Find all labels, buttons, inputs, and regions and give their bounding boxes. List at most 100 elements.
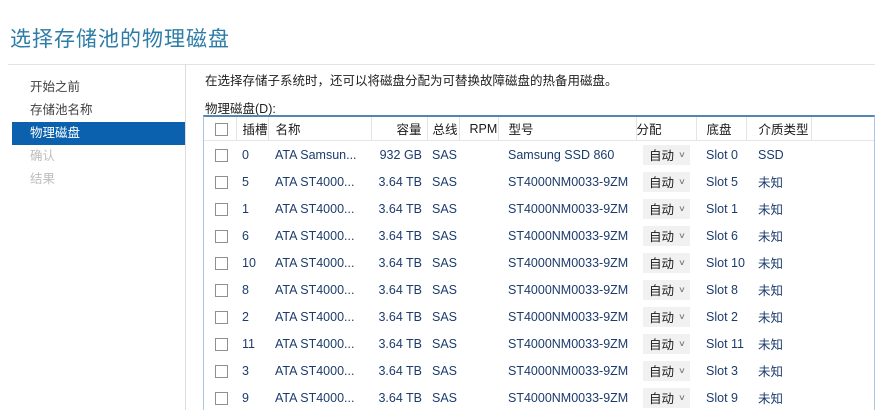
- chevron-down-icon: ∨: [678, 257, 686, 267]
- bus-cell: SAS: [432, 390, 458, 405]
- media-type-cell: 未知: [758, 338, 784, 352]
- row-checkbox[interactable]: [215, 229, 228, 243]
- row-spacer: [811, 249, 874, 276]
- allocation-dropdown[interactable]: 自动 ∨: [643, 306, 690, 327]
- title-divider: [8, 64, 875, 65]
- row-checkbox-cell: [204, 357, 236, 384]
- page-title: 选择存储池的物理磁盘: [10, 28, 230, 52]
- table-row: 2 ATA ST4000... 3.64 TB SAS ST4000NM0033…: [204, 303, 874, 330]
- slot-cell: 5: [242, 174, 249, 189]
- allocation-cell: 自动 ∨: [636, 168, 696, 195]
- media-type-cell: 未知: [758, 230, 784, 244]
- allocation-dropdown[interactable]: 自动 ∨: [643, 279, 690, 300]
- bus-cell: SAS: [432, 147, 458, 162]
- column-header-rpm[interactable]: RPM: [459, 117, 499, 141]
- row-checkbox[interactable]: [215, 310, 228, 324]
- sidebar-item-3: 确认: [30, 149, 56, 163]
- name-cell: ATA ST4000...: [275, 363, 355, 378]
- row-checkbox[interactable]: [215, 256, 228, 270]
- allocation-cell: 自动 ∨: [636, 276, 696, 303]
- row-checkbox[interactable]: [215, 364, 228, 378]
- media-type-cell: 未知: [758, 176, 784, 190]
- disk-table-body: 0 ATA Samsun... 932 GB SAS Samsung SSD 8…: [204, 141, 874, 410]
- name-cell: ATA ST4000...: [275, 309, 355, 324]
- table-row: 1 ATA ST4000... 3.64 TB SAS ST4000NM0033…: [204, 195, 874, 222]
- media-type-cell: SSD: [758, 147, 784, 162]
- select-all-header-cell: [204, 117, 237, 141]
- chevron-down-icon: ∨: [678, 311, 686, 321]
- chassis-cell: Slot 11: [706, 336, 744, 351]
- sidebar-item-2[interactable]: 物理磁盘: [12, 122, 185, 145]
- column-header-chassis[interactable]: 底盘: [696, 117, 747, 141]
- media-type-cell: 未知: [758, 203, 784, 217]
- capacity-cell: 3.64 TB: [378, 174, 422, 189]
- capacity-cell: 3.64 TB: [378, 336, 422, 351]
- chevron-down-icon: ∨: [678, 392, 686, 402]
- allocation-value: 自动: [649, 149, 675, 163]
- column-header-slot[interactable]: 插槽: [236, 117, 269, 141]
- row-spacer: [811, 168, 874, 195]
- model-cell: ST4000NM0033-9ZM: [508, 363, 629, 378]
- rpm-cell: [459, 384, 498, 410]
- allocation-dropdown[interactable]: 自动 ∨: [643, 198, 690, 219]
- media-type-cell: 未知: [758, 311, 784, 325]
- column-header-capacity[interactable]: 容量: [371, 117, 428, 141]
- chassis-cell: Slot 6: [706, 228, 738, 243]
- column-header-allocation[interactable]: 分配: [636, 117, 697, 141]
- row-checkbox[interactable]: [215, 202, 228, 216]
- sidebar-item-1[interactable]: 存储池名称: [30, 103, 93, 117]
- allocation-value: 自动: [649, 338, 675, 352]
- select-all-checkbox[interactable]: [215, 122, 228, 136]
- allocation-dropdown[interactable]: 自动 ∨: [643, 333, 690, 354]
- chevron-down-icon: ∨: [678, 284, 686, 294]
- allocation-dropdown[interactable]: 自动 ∨: [643, 252, 690, 273]
- allocation-dropdown[interactable]: 自动 ∨: [643, 225, 690, 246]
- allocation-value: 自动: [649, 257, 675, 271]
- capacity-cell: 3.64 TB: [378, 390, 422, 405]
- capacity-cell: 3.64 TB: [378, 201, 422, 216]
- bus-cell: SAS: [432, 336, 458, 351]
- allocation-dropdown[interactable]: 自动 ∨: [643, 171, 690, 192]
- capacity-cell: 932 GB: [379, 147, 422, 162]
- rpm-cell: [459, 249, 498, 276]
- sidebar-item-0[interactable]: 开始之前: [30, 80, 81, 94]
- bus-cell: SAS: [432, 174, 458, 189]
- row-checkbox-cell: [204, 249, 236, 276]
- allocation-value: 自动: [649, 365, 675, 379]
- allocation-value: 自动: [649, 311, 675, 325]
- table-row: 9 ATA ST4000... 3.64 TB SAS ST4000NM0033…: [204, 384, 874, 410]
- allocation-cell: 自动 ∨: [636, 222, 696, 249]
- row-checkbox[interactable]: [215, 391, 228, 405]
- table-row: 5 ATA ST4000... 3.64 TB SAS ST4000NM0033…: [204, 168, 874, 195]
- allocation-value: 自动: [649, 176, 675, 190]
- row-spacer: [811, 222, 874, 249]
- name-cell: ATA ST4000...: [275, 174, 355, 189]
- media-type-cell: 未知: [758, 392, 784, 406]
- column-header-model[interactable]: 型号: [498, 117, 637, 141]
- row-checkbox-cell: [204, 141, 236, 169]
- name-cell: ATA ST4000...: [275, 201, 355, 216]
- row-checkbox[interactable]: [215, 337, 228, 351]
- row-checkbox[interactable]: [215, 148, 228, 162]
- model-cell: ST4000NM0033-9ZM: [508, 201, 629, 216]
- column-header-name[interactable]: 名称: [268, 117, 372, 141]
- chassis-cell: Slot 10: [706, 255, 745, 270]
- slot-cell: 6: [242, 228, 249, 243]
- row-checkbox[interactable]: [215, 175, 228, 189]
- row-checkbox[interactable]: [215, 283, 228, 297]
- media-type-cell: 未知: [758, 365, 784, 379]
- name-cell: ATA ST4000...: [275, 255, 355, 270]
- allocation-dropdown[interactable]: 自动 ∨: [643, 360, 690, 381]
- allocation-dropdown[interactable]: 自动 ∨: [643, 144, 690, 165]
- chassis-cell: Slot 8: [706, 282, 738, 297]
- allocation-cell: 自动 ∨: [636, 303, 696, 330]
- column-header-bus[interactable]: 总线: [427, 117, 460, 141]
- allocation-dropdown[interactable]: 自动 ∨: [643, 387, 690, 408]
- model-cell: ST4000NM0033-9ZM: [508, 390, 629, 405]
- table-row: 8 ATA ST4000... 3.64 TB SAS ST4000NM0033…: [204, 276, 874, 303]
- model-cell: ST4000NM0033-9ZM: [508, 309, 629, 324]
- capacity-cell: 3.64 TB: [378, 309, 422, 324]
- media-type-cell: 未知: [758, 284, 784, 298]
- rpm-cell: [459, 195, 498, 222]
- column-header-media-type[interactable]: 介质类型: [746, 117, 812, 141]
